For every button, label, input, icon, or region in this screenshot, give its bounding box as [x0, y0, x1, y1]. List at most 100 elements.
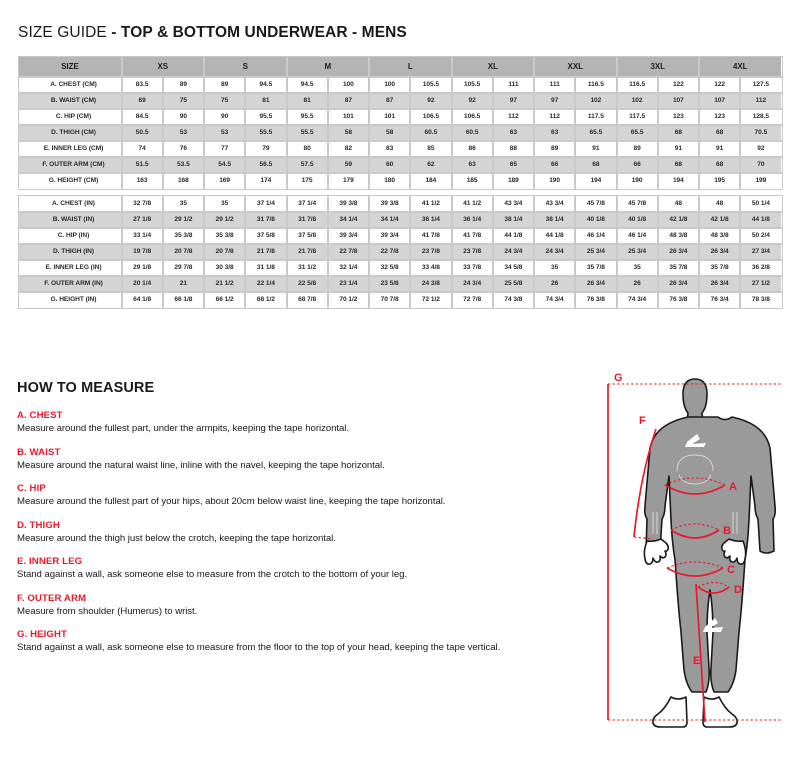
table-cell: 42 1/8	[657, 211, 700, 228]
table-cell: 92	[450, 92, 494, 109]
table-cell: 65	[492, 156, 535, 173]
table-cell: 90	[162, 108, 205, 125]
table-cell: 123	[698, 108, 741, 125]
marker-label-d: D	[734, 584, 742, 596]
table-cell: 60.5	[450, 124, 494, 141]
table-body: A. CHEST (CM) 83.5 89 89 94.5 94.5 100 100 105.5…	[18, 76, 783, 308]
measure-line-waist	[670, 523, 720, 539]
row-label: A. CHEST (CM)	[18, 76, 122, 93]
table-cell: 66 1/8	[162, 291, 205, 308]
table-cell: 26 3/4	[657, 243, 700, 260]
table-row: A. CHEST (IN) 32 7/8 35 35 37 1/4 37 1/4 39 3/…	[18, 195, 783, 212]
table-cell: 34 1/4	[368, 211, 411, 228]
table-cell: 20 7/8	[162, 243, 205, 260]
header-size-s: S	[203, 56, 287, 77]
table-cell: 68 7/8	[285, 291, 329, 308]
table-cell: 74 3/8	[492, 291, 535, 308]
table-cell: 128.5	[739, 108, 783, 125]
how-to-measure-list: A. CHEST Measure around the fullest part,…	[17, 410, 592, 666]
table-cell: 85	[409, 140, 453, 157]
row-label: E. INNER LEG (CM)	[18, 140, 122, 157]
header-size-l: L	[368, 56, 452, 77]
table-cell: 26	[615, 275, 659, 292]
header-size-xxl: XXL	[533, 56, 617, 77]
marker-label-e: E	[693, 655, 700, 667]
table-cell: 184	[409, 172, 453, 189]
table-cell: 68	[574, 156, 618, 173]
table-cell: 101	[368, 108, 411, 125]
measure-item-title: A. CHEST	[17, 410, 63, 421]
table-cell: 44 1/8	[533, 227, 576, 244]
table-cell: 20 7/8	[203, 243, 246, 260]
table-cell: 77	[203, 140, 246, 157]
table-cell: 62	[409, 156, 453, 173]
table-cell: 35 7/8	[698, 259, 741, 276]
table-cell: 91	[698, 140, 741, 157]
measure-item: G. HEIGHT Stand against a wall, ask someo…	[17, 629, 592, 653]
table-cell: 100	[368, 76, 411, 93]
table-cell: 21 7/8	[244, 243, 288, 260]
table-header-row: SIZE XS S M L XL XXL 3XL 4XL	[18, 56, 782, 77]
table-cell: 24 3/8	[409, 275, 453, 292]
table-cell: 83	[368, 140, 411, 157]
header-size-xl: XL	[451, 56, 535, 77]
table-cell: 36 2/8	[739, 259, 783, 276]
table-cell: 46 1/4	[574, 227, 618, 244]
table-cell: 86	[450, 140, 494, 157]
table-cell: 89	[533, 140, 576, 157]
table-cell: 29 7/8	[162, 259, 205, 276]
table-cell: 24 3/4	[533, 243, 576, 260]
table-row: C. HIP (IN) 33 1/4 35 3/8 35 3/8 37 5/8 37 5/…	[18, 227, 783, 244]
table-cell: 76	[162, 140, 205, 157]
table-cell: 26 3/4	[698, 275, 741, 292]
table-cell: 74 3/4	[615, 291, 659, 308]
section-spacer-cell	[18, 188, 782, 196]
table-cell: 64 1/8	[120, 291, 164, 308]
table-cell: 65.5	[615, 124, 659, 141]
table-cell: 33 1/4	[120, 227, 164, 244]
table-cell: 29 1/2	[203, 211, 246, 228]
table-cell: 35	[533, 259, 576, 276]
table-cell: 81	[244, 92, 288, 109]
measure-item: D. THIGH Measure around the thigh just be…	[17, 520, 592, 544]
header-size-xs: XS	[121, 56, 205, 77]
table-cell: 70.5	[739, 124, 783, 141]
table-cell: 102	[615, 92, 659, 109]
table-cell: 27 1/8	[120, 211, 164, 228]
table-cell: 20 1/4	[120, 275, 164, 292]
measure-line-hip	[666, 561, 724, 577]
table-cell: 95.5	[285, 108, 329, 125]
table-cell: 74	[120, 140, 164, 157]
table-cell: 29 1/8	[120, 259, 164, 276]
table-cell: 117.5	[574, 108, 618, 125]
table-row: C. HIP (CM) 84.5 90 90 95.5 95.5 101 101 106.5 10…	[18, 108, 783, 125]
marker-label-g: G	[614, 372, 623, 384]
table-cell: 57.5	[285, 156, 329, 173]
table-cell: 106.5	[409, 108, 453, 125]
table-cell: 23 7/8	[409, 243, 453, 260]
row-label: D. THIGH (IN)	[18, 243, 122, 260]
table-cell: 55.5	[244, 124, 288, 141]
table-cell: 50.5	[120, 124, 164, 141]
table-cell: 44 1/8	[492, 227, 535, 244]
table-cell: 101	[327, 108, 370, 125]
marker-label-a: A	[729, 481, 737, 493]
measure-item: F. OUTER ARM Measure from shoulder (Humer…	[17, 593, 592, 617]
header-size-3xl: 3XL	[616, 56, 700, 77]
table-cell: 87	[327, 92, 370, 109]
table-cell: 29 1/2	[162, 211, 205, 228]
measure-item-description: Measure around the natural waist line, i…	[17, 459, 385, 471]
measure-item-description: Measure around the fullest part of your …	[17, 496, 446, 507]
table-cell: 24 3/4	[450, 275, 494, 292]
table-cell: 91	[657, 140, 700, 157]
table-cell: 35	[203, 195, 246, 212]
table-cell: 50 1/4	[739, 195, 783, 212]
table-cell: 35 7/8	[574, 259, 618, 276]
marker-label-f: F	[639, 415, 646, 427]
measure-item-title: B. WAIST	[17, 446, 61, 458]
table-cell: 63	[533, 124, 576, 141]
table-cell: 32 7/8	[120, 195, 164, 212]
table-cell: 41 7/8	[450, 227, 494, 244]
measure-line-height	[607, 383, 781, 721]
table-cell: 87	[368, 92, 411, 109]
